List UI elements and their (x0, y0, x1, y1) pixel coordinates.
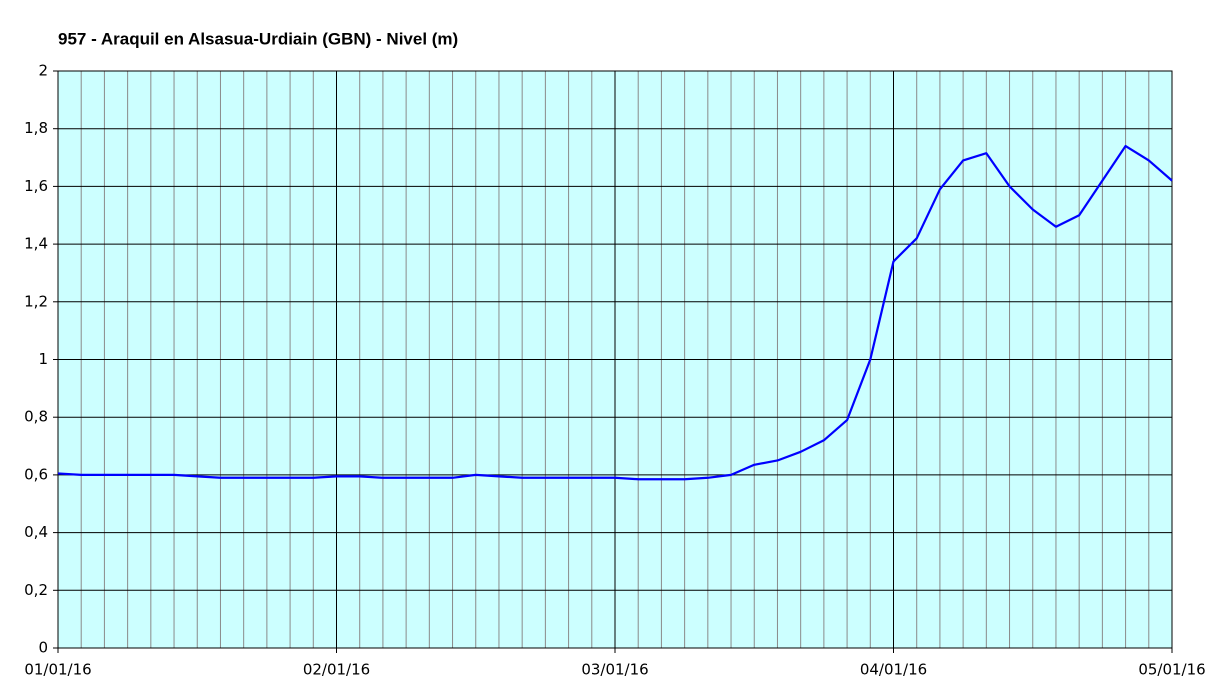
x-tick-label: 01/01/16 (24, 661, 91, 679)
y-tick-label: 0,4 (24, 523, 48, 541)
y-tick-label: 0 (38, 639, 48, 657)
x-tick-label: 04/01/16 (860, 661, 927, 679)
y-tick-label: 0,2 (24, 581, 48, 599)
x-tick-label: 02/01/16 (303, 661, 370, 679)
y-tick-label: 1 (38, 350, 48, 368)
x-tick-label: 05/01/16 (1138, 661, 1205, 679)
y-tick-label: 0,6 (24, 465, 48, 483)
y-tick-label: 2 (38, 62, 48, 80)
y-tick-label: 1,2 (24, 292, 48, 310)
plot-border (57, 70, 1173, 649)
y-tick-label: 1,4 (24, 235, 48, 253)
data-line (57, 144, 1173, 481)
y-tick-label: 0,8 (24, 408, 48, 426)
chart-title: 957 - Araquil en Alsasua-Urdiain (GBN) -… (58, 29, 458, 48)
y-tick-label: 1,6 (24, 177, 48, 195)
x-tick-label: 03/01/16 (581, 661, 648, 679)
y-tick-label: 1,8 (24, 119, 48, 137)
